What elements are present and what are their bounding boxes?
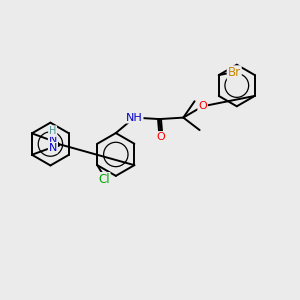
Text: Br: Br — [228, 66, 241, 79]
Text: Cl: Cl — [98, 173, 110, 186]
Text: NH: NH — [126, 112, 142, 123]
Text: O: O — [157, 132, 165, 142]
Text: N: N — [49, 143, 57, 153]
Text: H: H — [49, 126, 56, 136]
Text: N: N — [49, 135, 57, 146]
Text: O: O — [198, 101, 207, 111]
